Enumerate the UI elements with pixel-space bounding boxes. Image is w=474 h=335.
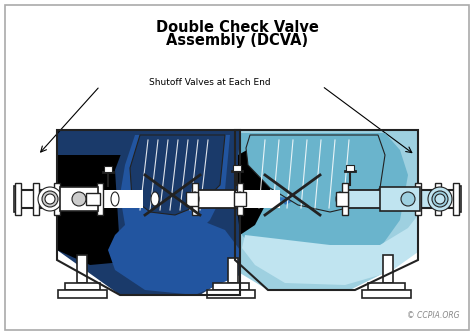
Polygon shape (120, 135, 230, 255)
Bar (33, 183, 39, 215)
Polygon shape (242, 215, 418, 285)
Ellipse shape (336, 192, 344, 206)
Bar (233, 165, 241, 171)
Polygon shape (238, 140, 275, 235)
Bar (192, 183, 198, 215)
Ellipse shape (111, 192, 119, 206)
Polygon shape (57, 155, 145, 265)
Bar (435, 183, 441, 215)
Bar (455, 186, 461, 212)
Text: © CCPIA.ORG: © CCPIA.ORG (408, 311, 460, 320)
Text: Shutoff Valves at Each End: Shutoff Valves at Each End (149, 77, 271, 86)
Bar (15, 183, 21, 215)
Polygon shape (246, 135, 385, 212)
Circle shape (435, 194, 445, 204)
Polygon shape (108, 220, 240, 295)
Bar (234, 192, 246, 206)
Circle shape (42, 191, 58, 207)
Bar (453, 183, 459, 215)
Polygon shape (115, 130, 240, 290)
Bar (213, 283, 249, 290)
Circle shape (428, 187, 452, 211)
Bar (415, 183, 421, 215)
Circle shape (432, 191, 448, 207)
Bar (380, 187, 420, 211)
Bar (237, 183, 243, 215)
Circle shape (38, 187, 62, 211)
Polygon shape (235, 130, 418, 290)
Ellipse shape (151, 192, 159, 206)
Ellipse shape (236, 192, 244, 206)
Bar (342, 183, 348, 215)
Bar (60, 187, 98, 211)
Bar (104, 166, 112, 172)
Bar (336, 192, 348, 206)
Bar (77, 255, 87, 283)
Bar (195, 190, 280, 208)
Circle shape (401, 192, 415, 206)
Polygon shape (57, 130, 240, 295)
Bar (186, 192, 198, 206)
Bar (97, 183, 103, 215)
Bar (362, 290, 411, 298)
Circle shape (72, 192, 86, 206)
Bar (207, 290, 255, 298)
Polygon shape (238, 133, 408, 278)
Bar (368, 283, 405, 290)
Bar (228, 258, 238, 283)
Bar (346, 165, 354, 171)
Text: Double Check Valve: Double Check Valve (155, 20, 319, 35)
Bar (54, 183, 60, 215)
Bar (65, 283, 100, 290)
Bar (383, 255, 393, 283)
Text: Assembly (DCVA): Assembly (DCVA) (166, 33, 308, 48)
Polygon shape (130, 135, 225, 215)
Ellipse shape (191, 192, 199, 206)
Bar (86, 193, 100, 205)
Bar (58, 290, 107, 298)
Bar (14, 186, 20, 212)
Bar (345, 190, 435, 208)
Bar (18, 190, 143, 208)
Circle shape (45, 194, 55, 204)
